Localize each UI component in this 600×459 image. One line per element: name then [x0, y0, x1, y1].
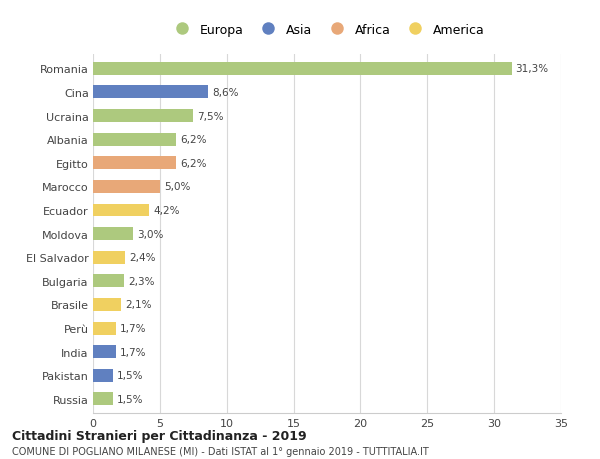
Bar [93, 204, 149, 217]
Text: 2,1%: 2,1% [125, 300, 152, 310]
Text: 6,2%: 6,2% [180, 135, 206, 145]
Bar [93, 251, 125, 264]
Bar [93, 322, 116, 335]
Text: 7,5%: 7,5% [197, 112, 224, 121]
Text: 31,3%: 31,3% [515, 64, 548, 74]
Text: 1,5%: 1,5% [117, 370, 143, 381]
Text: 2,3%: 2,3% [128, 276, 154, 286]
Bar [93, 345, 116, 358]
Bar [93, 63, 512, 76]
Text: 1,7%: 1,7% [120, 347, 146, 357]
Bar [93, 392, 113, 405]
Text: 2,4%: 2,4% [129, 252, 155, 263]
Bar [93, 110, 193, 123]
Text: 4,2%: 4,2% [153, 206, 179, 216]
Bar [93, 180, 160, 193]
Text: 8,6%: 8,6% [212, 88, 239, 98]
Text: 6,2%: 6,2% [180, 158, 206, 168]
Text: 3,0%: 3,0% [137, 229, 164, 239]
Legend: Europa, Asia, Africa, America: Europa, Asia, Africa, America [164, 19, 490, 42]
Text: 5,0%: 5,0% [164, 182, 190, 192]
Text: 1,7%: 1,7% [120, 323, 146, 333]
Bar [93, 369, 113, 382]
Text: Cittadini Stranieri per Cittadinanza - 2019: Cittadini Stranieri per Cittadinanza - 2… [12, 429, 307, 442]
Bar [93, 275, 124, 288]
Bar [93, 157, 176, 170]
Bar [93, 228, 133, 241]
Text: COMUNE DI POGLIANO MILANESE (MI) - Dati ISTAT al 1° gennaio 2019 - TUTTITALIA.IT: COMUNE DI POGLIANO MILANESE (MI) - Dati … [12, 446, 429, 456]
Bar [93, 298, 121, 311]
Bar [93, 86, 208, 99]
Text: 1,5%: 1,5% [117, 394, 143, 404]
Bar [93, 134, 176, 146]
